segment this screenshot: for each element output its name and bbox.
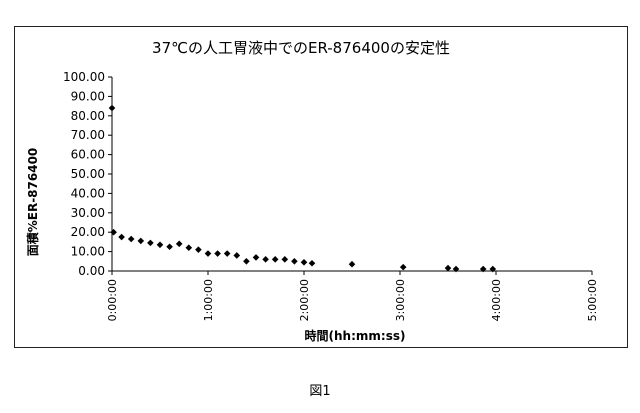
data-point [108,104,116,112]
x-axis-label: 時間(hh:mm:ss) [305,328,406,343]
y-axis-ticks: 0.00 10.00 20.00 30.00 40.00 50.00 60.00 70.00 8… [63,70,112,278]
y-tick-label: 40.00 [71,186,105,200]
x-tick-label: 5:00:00 [586,279,599,321]
data-point [479,265,487,273]
y-tick-label: 90.00 [71,89,105,103]
y-tick-label: 80.00 [71,109,105,123]
y-tick-label: 0.00 [78,264,105,278]
data-point [271,256,279,263]
data-point [444,264,452,272]
data-point [399,263,407,271]
x-axis-ticks: 0:00:00 1:00:00 2:00:00 3:00:00 4:00:00 5:00:… [106,271,599,321]
data-point [195,246,202,253]
axes [111,77,592,272]
data-point [185,244,193,252]
data-point [137,237,145,245]
figure-caption: 図1 [309,384,331,399]
chart-frame: 37℃の人工胃液中でのER-876400の安定性 面積%ER-876400 時間… [14,26,628,348]
y-tick-label: 20.00 [71,225,105,239]
data-point [262,256,269,263]
data-point [291,258,298,265]
data-point [281,256,289,263]
data-point [204,250,212,257]
x-tick-label: 1:00:00 [202,279,215,321]
y-tick-label: 100.00 [63,70,105,84]
x-tick-label: 2:00:00 [298,279,311,321]
data-point [147,239,154,247]
data-point [110,228,117,236]
data-point [233,252,241,259]
y-tick-label: 50.00 [71,167,105,181]
x-tick-label: 3:00:00 [394,279,407,321]
y-axis-label: 面積%ER-876400 [25,148,40,257]
data-point [156,241,164,249]
data-point [348,260,356,268]
data-point [214,250,221,257]
y-tick-label: 30.00 [71,206,105,220]
data-point [175,240,183,248]
x-tick-label: 0:00:00 [106,279,119,321]
chart-title: 37℃の人工胃液中でのER-876400の安定性 [152,39,450,57]
y-tick-label: 60.00 [71,148,105,162]
data-point [308,259,316,267]
data-points [108,104,497,273]
data-point [452,265,460,273]
data-point [223,250,231,257]
data-point [489,265,497,273]
data-point [300,258,308,266]
data-point [243,258,250,265]
data-point [118,233,125,241]
data-point [252,254,260,261]
scatter-chart: 37℃の人工胃液中でのER-876400の安定性 面積%ER-876400 時間… [25,39,599,343]
data-point [127,235,135,243]
x-tick-label: 4:00:00 [490,279,503,321]
y-tick-label: 10.00 [71,245,105,259]
data-point [166,243,173,251]
y-tick-label: 70.00 [71,128,105,142]
